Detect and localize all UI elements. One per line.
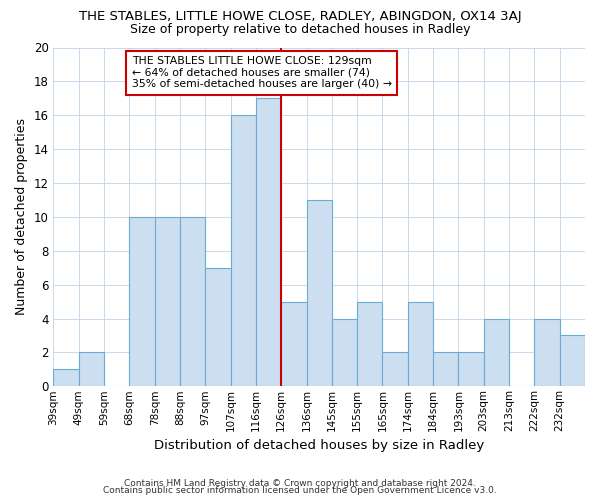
Bar [408,302,433,386]
Bar [332,318,357,386]
Text: Contains public sector information licensed under the Open Government Licence v3: Contains public sector information licen… [103,486,497,495]
Bar [130,217,155,386]
Y-axis label: Number of detached properties: Number of detached properties [15,118,28,316]
Bar [458,352,484,386]
Bar [433,352,458,386]
Text: THE STABLES, LITTLE HOWE CLOSE, RADLEY, ABINGDON, OX14 3AJ: THE STABLES, LITTLE HOWE CLOSE, RADLEY, … [79,10,521,23]
Bar [180,217,205,386]
Bar [79,352,104,386]
Text: THE STABLES LITTLE HOWE CLOSE: 129sqm
← 64% of detached houses are smaller (74)
: THE STABLES LITTLE HOWE CLOSE: 129sqm ← … [132,56,392,89]
Bar [205,268,230,386]
Bar [535,318,560,386]
Bar [307,200,332,386]
X-axis label: Distribution of detached houses by size in Radley: Distribution of detached houses by size … [154,440,484,452]
Bar [357,302,382,386]
Bar [53,370,79,386]
Bar [484,318,509,386]
Bar [256,98,281,387]
Bar [230,116,256,386]
Bar [382,352,408,386]
Bar [281,302,307,386]
Text: Size of property relative to detached houses in Radley: Size of property relative to detached ho… [130,22,470,36]
Text: Contains HM Land Registry data © Crown copyright and database right 2024.: Contains HM Land Registry data © Crown c… [124,478,476,488]
Bar [155,217,180,386]
Bar [560,336,585,386]
